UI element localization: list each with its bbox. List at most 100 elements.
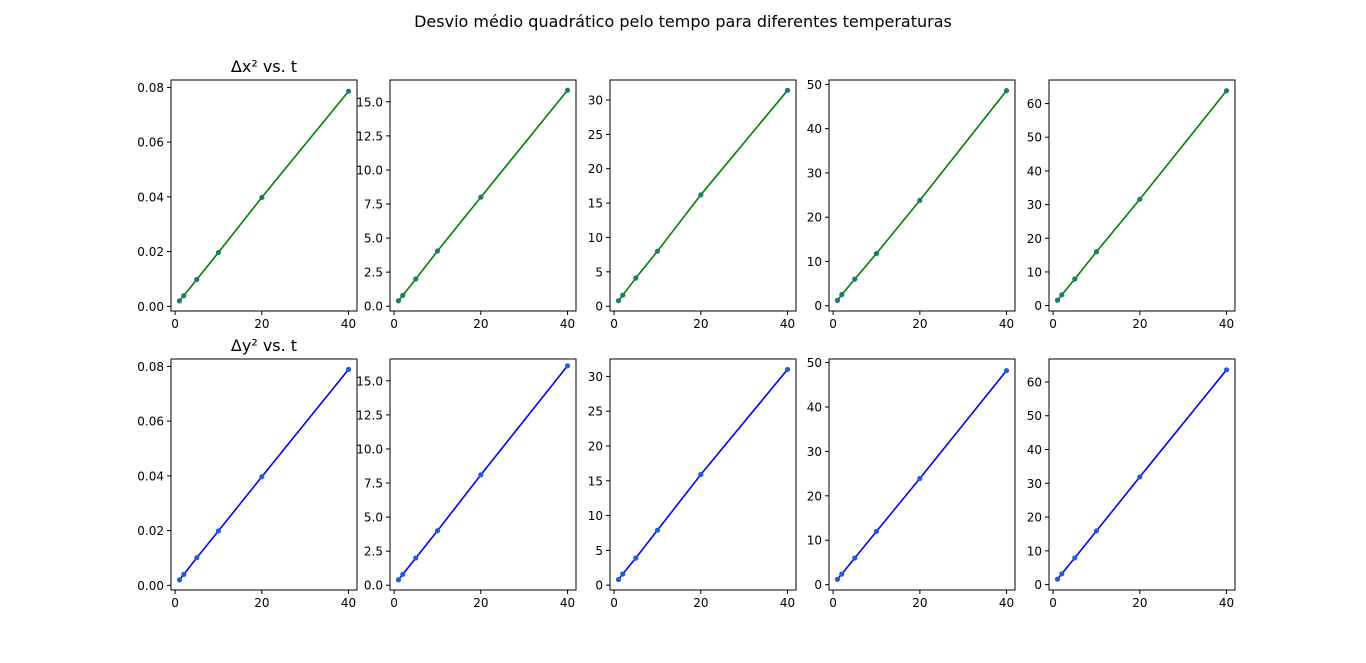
y-tick-label: 15.0 [356, 374, 383, 388]
data-point [564, 87, 571, 93]
y-tick-label: 30 [1027, 198, 1042, 212]
y-tick-label: 12.5 [356, 129, 383, 143]
data-point [215, 249, 222, 256]
x-tick-label: 20 [254, 317, 269, 331]
data-point [620, 292, 626, 298]
x-tick-label: 40 [780, 317, 795, 331]
y-tick-label: 0 [595, 300, 603, 314]
y-tick-label: 0.04 [137, 469, 164, 483]
data-point [852, 276, 858, 282]
y-tick-label: 50 [807, 356, 822, 370]
data-point [620, 571, 626, 577]
data-point [834, 297, 841, 303]
axes-frame [828, 358, 1016, 591]
y-tick-label: 0.08 [137, 360, 164, 374]
subplot-dx-5: 0 20 40 0 10 20 30 40 50 60 [1027, 79, 1236, 331]
data-point [1054, 576, 1061, 582]
y-tick-label: 10 [1027, 544, 1042, 558]
subplot-dy-5: 0 20 40 0 10 20 30 40 50 60 [1027, 358, 1236, 610]
x-tick-label: 40 [341, 317, 356, 331]
data-point [400, 292, 406, 298]
y-tick-label: 5.0 [364, 511, 383, 525]
data-point [654, 527, 661, 533]
data-point [1223, 88, 1230, 94]
y-tick-label: 30 [1027, 477, 1042, 491]
data-point [478, 472, 484, 478]
data-point [917, 475, 923, 482]
x-tick-label: 40 [560, 596, 575, 610]
data-point [181, 571, 187, 577]
axes-frame [389, 79, 577, 312]
y-tick-label: 10 [588, 509, 603, 523]
x-tick-label: 40 [999, 317, 1014, 331]
data-point [1072, 555, 1078, 561]
x-tick-label: 40 [780, 596, 795, 610]
y-tick-label: 20 [807, 489, 822, 503]
y-tick-label: 5 [595, 544, 603, 558]
y-tick-label: 10 [1027, 265, 1042, 279]
data-point [1059, 292, 1065, 298]
y-tick-label: 7.5 [364, 477, 383, 491]
data-point [434, 528, 441, 534]
y-tick-label: 10.0 [356, 163, 383, 177]
y-tick-label: 0.04 [137, 190, 164, 204]
x-tick-label: 20 [1132, 317, 1147, 331]
data-point [1093, 528, 1100, 534]
data-point [400, 571, 406, 577]
data-point [873, 250, 880, 257]
subplot-dx-2: 0 20 40 0.0 2.5 5.0 7.5 10.0 12.5 15.0 [356, 79, 577, 331]
y-tick-label: 60 [1027, 375, 1042, 389]
y-tick-label: 15.0 [356, 95, 383, 109]
data-point [1054, 297, 1061, 303]
x-tick-label: 20 [473, 317, 488, 331]
data-point [839, 292, 845, 298]
data-point [615, 298, 622, 304]
x-tick-label: 0 [610, 596, 618, 610]
subplot-dx-3: 0 20 40 0 5 10 15 20 25 30 [588, 79, 797, 331]
axes-frame [170, 358, 358, 591]
data-point [654, 248, 661, 254]
x-tick-label: 0 [390, 596, 398, 610]
y-tick-label: 10 [588, 231, 603, 245]
y-tick-label: 30 [807, 166, 822, 180]
x-tick-label: 20 [693, 596, 708, 610]
data-point [194, 555, 200, 561]
series-line [1056, 369, 1228, 580]
subplot-grid: Δx² vs. t0 20 400.000.020.040.060.080 20 400… [137, 57, 1236, 610]
y-tick-label: 40 [807, 122, 822, 136]
data-point [784, 366, 791, 373]
y-tick-label: 40 [1027, 164, 1042, 178]
y-tick-label: 0.0 [364, 579, 383, 593]
data-point [181, 293, 187, 299]
data-point [176, 577, 183, 583]
data-point [345, 366, 352, 373]
y-tick-label: 0.0 [364, 300, 383, 314]
data-point [259, 474, 265, 480]
data-point [698, 192, 704, 198]
y-tick-label: 50 [1027, 131, 1042, 145]
y-tick-label: 30 [807, 445, 822, 459]
y-tick-label: 0.00 [137, 579, 164, 593]
y-tick-label: 0 [595, 579, 603, 593]
figure-suptitle: Desvio médio quadrático pelo tempo para … [414, 12, 952, 31]
x-tick-label: 0 [171, 596, 179, 610]
subplot-title: Δy² vs. t [231, 336, 297, 355]
data-point [434, 248, 441, 254]
axes-frame [1048, 79, 1236, 312]
axes-frame [828, 79, 1016, 312]
data-point [1003, 367, 1010, 374]
data-point [834, 576, 841, 582]
y-tick-label: 10 [807, 534, 822, 548]
series-line [1056, 90, 1228, 301]
data-point [1137, 196, 1143, 202]
y-tick-label: 5 [595, 265, 603, 279]
data-point [345, 88, 352, 94]
y-tick-label: 5.0 [364, 232, 383, 246]
data-point [784, 87, 791, 93]
y-tick-label: 20 [588, 439, 603, 453]
y-tick-label: 50 [1027, 409, 1042, 423]
data-point [633, 275, 639, 281]
data-point [839, 571, 845, 577]
data-point [698, 471, 704, 478]
